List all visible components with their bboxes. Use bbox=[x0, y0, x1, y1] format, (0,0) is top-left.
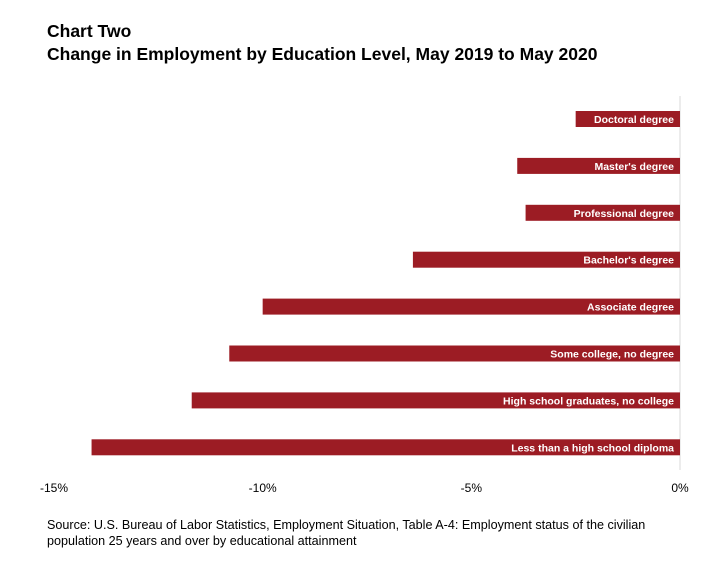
bar bbox=[91, 439, 680, 456]
bar-category-label: Professional degree bbox=[574, 208, 675, 220]
source-note: Source: U.S. Bureau of Labor Statistics,… bbox=[47, 518, 646, 548]
bar bbox=[412, 251, 680, 268]
x-tick-label: -10% bbox=[249, 481, 277, 495]
bar-category-label: Bachelor's degree bbox=[583, 255, 674, 267]
x-tick-label: -15% bbox=[40, 481, 68, 495]
bar bbox=[262, 298, 680, 315]
bar bbox=[191, 392, 680, 409]
bar-category-label: Doctoral degree bbox=[594, 114, 674, 126]
chart-title: Change in Employment by Education Level,… bbox=[47, 44, 598, 64]
x-tick-label: 0% bbox=[671, 481, 689, 495]
x-tick-label: -5% bbox=[461, 481, 483, 495]
chart-subtitle: Chart Two bbox=[47, 21, 132, 41]
bar bbox=[229, 345, 680, 362]
bar bbox=[517, 157, 680, 174]
bar-category-label: Master's degree bbox=[594, 161, 674, 173]
bar bbox=[525, 204, 680, 221]
bar-category-label: Some college, no degree bbox=[550, 349, 674, 361]
bar-category-label: Associate degree bbox=[587, 302, 674, 314]
bar-category-label: High school graduates, no college bbox=[503, 395, 674, 407]
bar-category-label: Less than a high school diploma bbox=[511, 442, 674, 454]
chart-title-block: Chart Two Change in Employment by Educat… bbox=[47, 20, 597, 66]
bar bbox=[575, 111, 680, 127]
